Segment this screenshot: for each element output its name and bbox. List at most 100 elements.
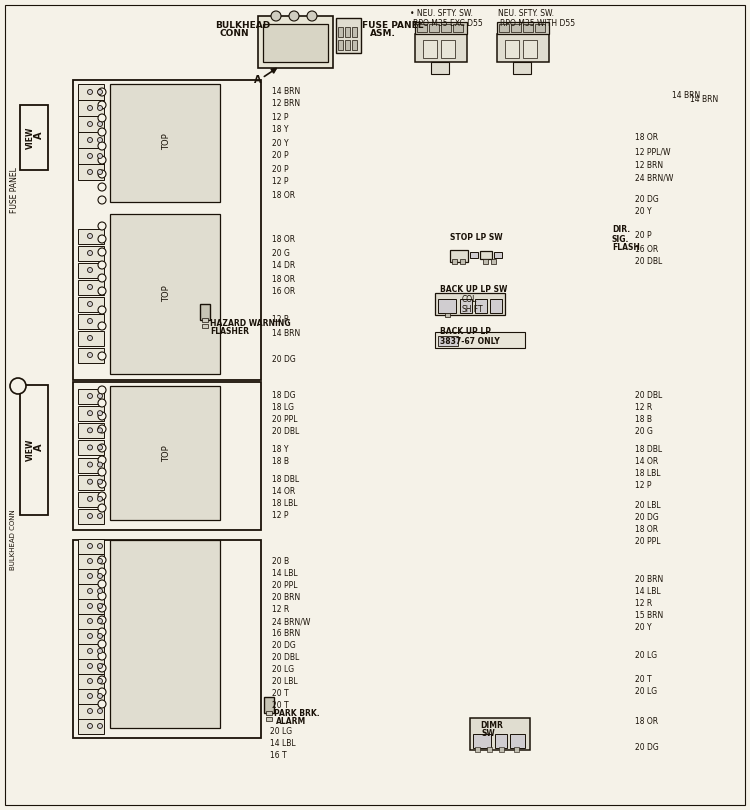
Text: 14 BRN: 14 BRN (272, 329, 300, 338)
Text: 20 DG: 20 DG (635, 743, 658, 752)
Bar (441, 40, 455, 58)
Text: 20 T: 20 T (272, 689, 289, 698)
Circle shape (88, 709, 92, 714)
Bar (497, 22, 549, 34)
Bar (78, 389, 104, 404)
Circle shape (98, 287, 106, 295)
Circle shape (88, 250, 92, 255)
Bar (452, 259, 457, 264)
Circle shape (88, 544, 92, 548)
Text: 18 Y: 18 Y (272, 446, 289, 454)
Bar (202, 324, 208, 328)
Text: 14 OR: 14 OR (635, 458, 658, 467)
Bar (73, 80, 261, 380)
Text: 20 PPL: 20 PPL (635, 536, 661, 545)
Circle shape (98, 603, 103, 608)
Circle shape (98, 89, 103, 95)
Circle shape (98, 628, 106, 636)
Circle shape (98, 394, 103, 399)
Text: 20 P: 20 P (272, 164, 289, 173)
Circle shape (98, 480, 106, 488)
Circle shape (88, 335, 92, 340)
Text: 18 Y: 18 Y (272, 126, 289, 134)
Circle shape (88, 301, 92, 306)
Circle shape (88, 693, 92, 698)
Circle shape (88, 154, 92, 159)
Text: 12 PPL/W: 12 PPL/W (635, 147, 670, 156)
Bar (78, 84, 104, 100)
Text: 14 LBL: 14 LBL (635, 587, 661, 596)
Bar (110, 386, 220, 520)
Bar (338, 27, 343, 37)
Text: 20 DBL: 20 DBL (272, 654, 299, 663)
Circle shape (98, 88, 106, 96)
Bar (450, 250, 468, 262)
Text: 16 BRN: 16 BRN (272, 629, 300, 638)
Bar (78, 704, 104, 719)
Circle shape (98, 222, 106, 230)
Text: 12 R: 12 R (272, 606, 290, 615)
Text: 20 DBL: 20 DBL (635, 258, 662, 266)
Circle shape (98, 514, 103, 518)
Text: FUSE PANEL: FUSE PANEL (362, 20, 424, 29)
Circle shape (98, 688, 106, 696)
Text: 18 DBL: 18 DBL (635, 446, 662, 454)
Text: RPO M35 WITH D55: RPO M35 WITH D55 (500, 19, 575, 28)
Circle shape (98, 592, 106, 600)
Circle shape (98, 693, 103, 698)
Text: 18 OR: 18 OR (272, 190, 295, 199)
Bar (264, 697, 274, 713)
Bar (338, 40, 343, 50)
Text: DIMR: DIMR (480, 721, 502, 730)
Text: TOP: TOP (162, 286, 171, 302)
Bar (20, 385, 48, 515)
Bar (487, 747, 492, 752)
Bar (78, 644, 104, 659)
Text: 20 PPL: 20 PPL (272, 582, 298, 590)
Bar (110, 84, 220, 202)
Circle shape (88, 649, 92, 654)
Circle shape (88, 267, 92, 272)
Bar (483, 259, 488, 264)
Bar (460, 259, 465, 264)
Bar (266, 717, 272, 721)
Text: 18 LG: 18 LG (272, 403, 294, 411)
Circle shape (98, 122, 103, 126)
Bar (78, 116, 104, 132)
Text: 18 DBL: 18 DBL (272, 475, 299, 484)
Text: 20 DG: 20 DG (635, 513, 658, 522)
Circle shape (88, 233, 92, 238)
Circle shape (88, 679, 92, 684)
Bar (445, 313, 450, 317)
Circle shape (98, 640, 106, 648)
Circle shape (98, 619, 103, 624)
Bar (423, 40, 437, 58)
Bar (78, 406, 104, 421)
Circle shape (88, 603, 92, 608)
Circle shape (98, 138, 103, 143)
Circle shape (88, 723, 92, 728)
Text: • NEU. SFTY. SW.: • NEU. SFTY. SW. (410, 10, 472, 19)
Text: 20 DBL: 20 DBL (635, 390, 662, 399)
Bar (110, 540, 220, 728)
Bar (78, 509, 104, 524)
Circle shape (98, 679, 103, 684)
Text: 14 LBL: 14 LBL (270, 740, 296, 748)
Bar (78, 492, 104, 507)
Text: 20 B: 20 B (272, 557, 290, 566)
Text: DIR.: DIR. (612, 225, 630, 235)
Text: 12 BRN: 12 BRN (272, 100, 300, 109)
Text: 12 P: 12 P (635, 481, 652, 491)
Bar (460, 299, 472, 313)
Text: HAZARD WARNING: HAZARD WARNING (210, 318, 291, 327)
Text: BULKHEAD CONN: BULKHEAD CONN (10, 509, 16, 570)
Circle shape (98, 352, 106, 360)
Bar (470, 252, 478, 258)
Text: VIEW: VIEW (26, 127, 35, 149)
Text: 14 BRN: 14 BRN (272, 87, 300, 96)
Circle shape (88, 428, 92, 433)
Circle shape (98, 128, 106, 136)
Text: NEU. SFTY. SW.: NEU. SFTY. SW. (498, 10, 554, 19)
Bar (513, 62, 531, 74)
Text: STOP LP SW: STOP LP SW (450, 233, 503, 242)
